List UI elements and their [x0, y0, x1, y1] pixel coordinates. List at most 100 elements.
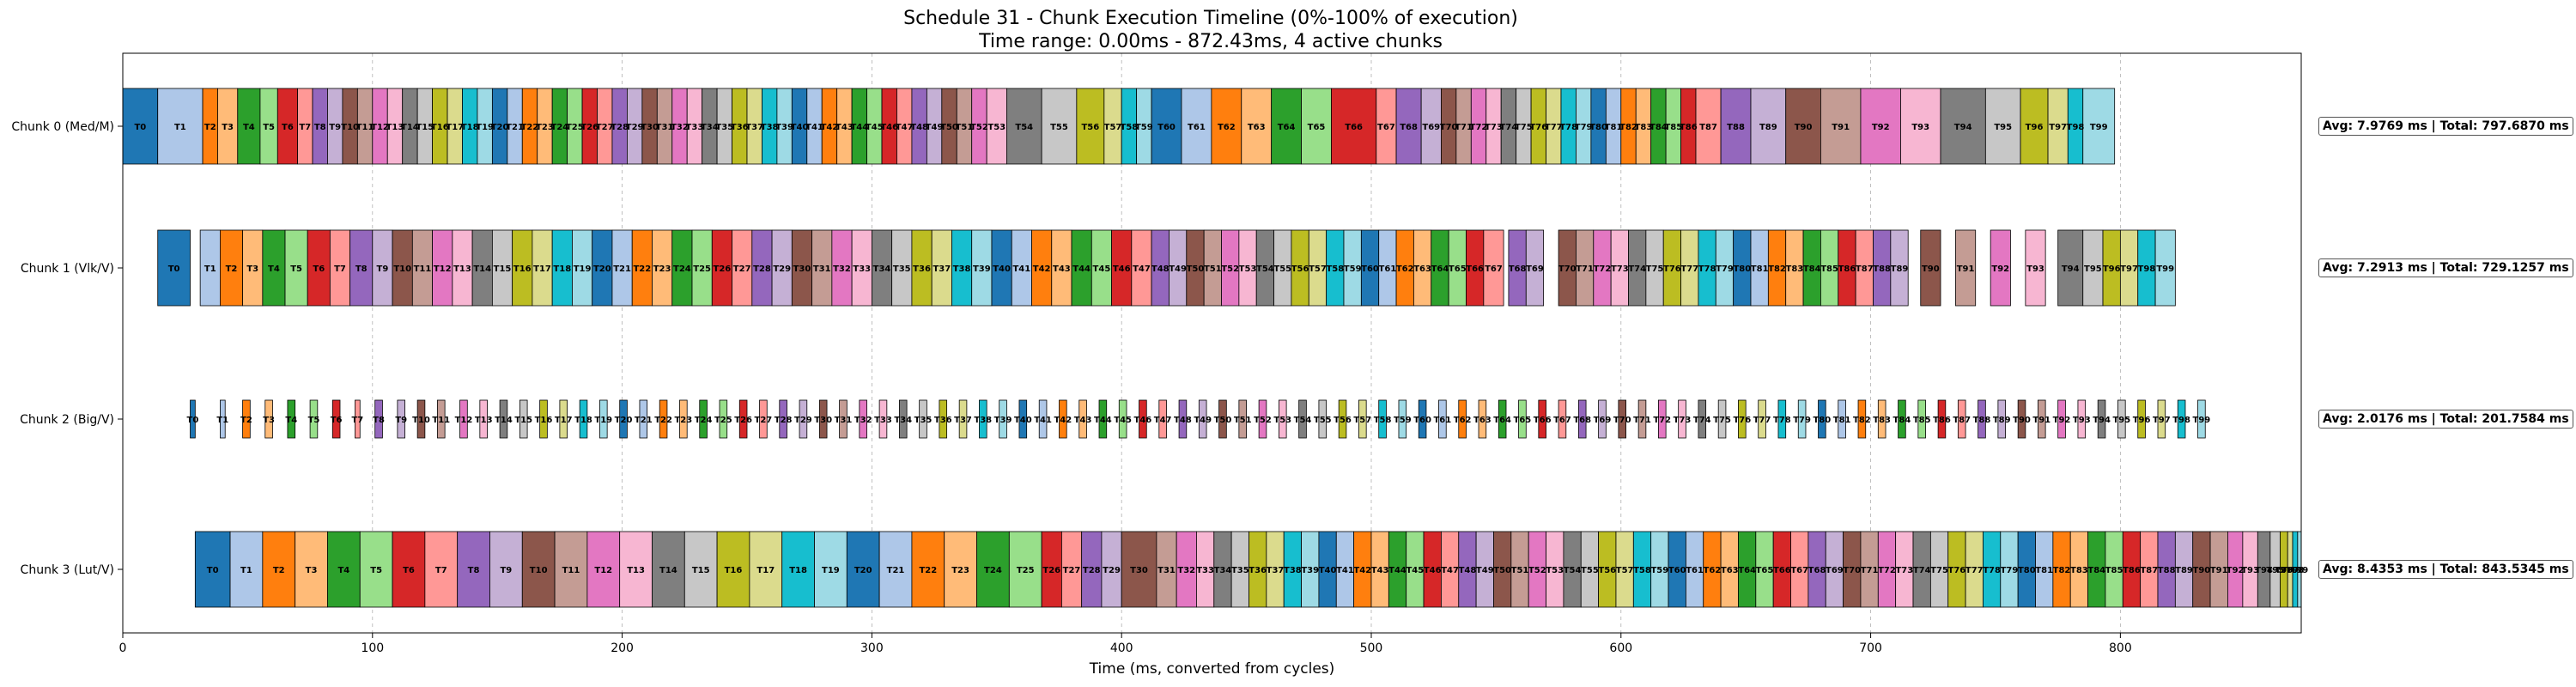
task-label: T61: [1379, 264, 1397, 274]
task-label: T9: [395, 416, 407, 425]
task-label: T63: [1413, 264, 1431, 274]
task-label: T55: [1314, 416, 1332, 425]
task-label: T99: [2156, 264, 2174, 274]
task-label: T3: [246, 264, 258, 274]
task-label: T13: [475, 416, 493, 425]
task-label: T22: [919, 566, 937, 575]
task-label: T66: [1466, 264, 1484, 274]
task-label: T70: [1558, 264, 1577, 274]
task-label: T68: [1808, 566, 1826, 575]
task-label: T37: [954, 416, 972, 425]
task-label: T92: [2053, 416, 2071, 425]
task-bar: [359, 531, 393, 608]
task-label: T24: [695, 416, 713, 425]
task-label: T46: [1134, 416, 1152, 425]
task-label: T83: [1635, 123, 1653, 132]
task-label: T21: [887, 566, 905, 575]
task-bar: [479, 399, 488, 439]
task-label: T74: [1913, 566, 1931, 575]
task-label: T88: [2158, 566, 2176, 575]
task-label: T98: [2287, 566, 2305, 575]
task-bar: [2082, 88, 2116, 165]
task-label: T64: [1493, 416, 1511, 425]
task-bar: [2154, 229, 2176, 307]
task-label: T55: [1050, 123, 1068, 132]
task-label: T54: [1256, 264, 1274, 274]
task-bar: [2117, 399, 2126, 439]
task-label: T80: [1813, 416, 1831, 425]
task-bar: [2177, 399, 2186, 439]
task-label: T81: [1605, 123, 1623, 132]
task-label: T67: [1553, 416, 1571, 425]
task-bar: [1458, 399, 1467, 439]
task-label: T86: [2123, 566, 2141, 575]
task-label: T70: [1440, 123, 1458, 132]
task-label: T47: [1441, 566, 1459, 575]
task-label: T14: [495, 416, 513, 425]
task-bar: [262, 229, 286, 307]
task-bar: [355, 399, 361, 439]
task-label: T88: [1727, 123, 1745, 132]
task-bar: [1211, 88, 1242, 165]
task-label: T1: [216, 416, 228, 425]
task-bar: [586, 531, 621, 608]
task-bar: [157, 229, 191, 307]
task-bar: [859, 399, 867, 439]
task-label: T56: [1081, 123, 1099, 132]
task-bar: [944, 531, 977, 608]
task-bar: [521, 531, 556, 608]
task-label: T99: [2090, 123, 2108, 132]
task-label: T45: [1406, 566, 1424, 575]
task-label: T41: [1034, 416, 1052, 425]
x-tick-label: 300: [860, 641, 884, 655]
task-label: T30: [814, 416, 832, 425]
task-label: T37: [1267, 566, 1285, 575]
task-bar: [1151, 88, 1182, 165]
task-label: T33: [1196, 566, 1214, 575]
task-bar: [1920, 229, 1941, 307]
x-tick-label: 500: [1360, 641, 1383, 655]
task-bar: [2197, 399, 2206, 439]
task-bar: [327, 531, 361, 608]
task-label: T28: [1083, 566, 1101, 575]
task-label: T42: [1054, 416, 1072, 425]
task-label: T18: [553, 264, 571, 274]
task-bar: [459, 399, 468, 439]
task-label: T21: [613, 264, 631, 274]
task-label: T50: [940, 123, 958, 132]
task-label: T42: [1033, 264, 1051, 274]
task-label: T52: [970, 123, 988, 132]
task-bar: [1917, 399, 1926, 439]
task-label: T83: [1873, 416, 1891, 425]
task-label: T81: [1833, 416, 1851, 425]
task-bar: [374, 399, 383, 439]
task-label: T72: [1653, 416, 1671, 425]
task-bar: [1990, 229, 2011, 307]
task-label: T16: [725, 566, 743, 575]
task-label: T95: [1994, 123, 2012, 132]
task-label: T64: [1738, 566, 1756, 575]
task-bar: [307, 229, 331, 307]
task-label: T69: [1526, 264, 1544, 274]
task-bar: [979, 399, 987, 439]
task-bar: [878, 531, 913, 608]
task-label: T34: [1214, 566, 1232, 575]
task-label: T11: [432, 416, 450, 425]
task-bar: [1395, 88, 1422, 165]
task-label: T76: [1733, 416, 1751, 425]
task-label: T54: [1015, 123, 1033, 132]
task-label: T77: [1965, 566, 1984, 575]
task-label: T53: [1273, 416, 1291, 425]
task-label: T40: [791, 123, 809, 132]
task-label: T72: [1878, 566, 1896, 575]
task-label: T42: [1353, 566, 1371, 575]
task-label: T27: [1063, 566, 1081, 575]
chunk-row-label: Chunk 3 (Lut/V): [21, 563, 114, 577]
task-bar: [1059, 399, 1067, 439]
task-bar: [911, 531, 945, 608]
task-label: T12: [455, 416, 473, 425]
task-label: T20: [615, 416, 633, 425]
task-label: T65: [1308, 123, 1326, 132]
task-label: T42: [821, 123, 839, 132]
task-label: T67: [1485, 264, 1503, 274]
